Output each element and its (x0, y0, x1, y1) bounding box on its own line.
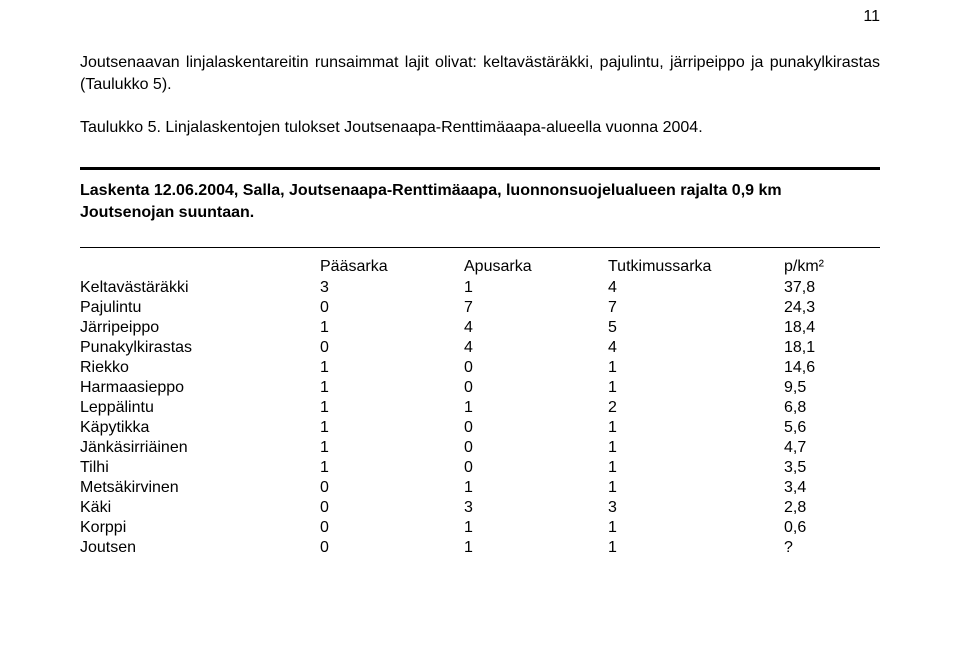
value-cell: 1 (464, 518, 608, 538)
table-header-row: Pääsarka Apusarka Tutkimussarka p/km² (80, 256, 880, 278)
value-cell: 1 (608, 378, 784, 398)
value-cell: 0 (320, 478, 464, 498)
value-cell: 4 (608, 278, 784, 298)
table-row: Järripeippo14518,4 (80, 318, 880, 338)
species-cell: Käpytikka (80, 418, 320, 438)
value-cell: 1 (464, 478, 608, 498)
species-cell: Leppälintu (80, 398, 320, 418)
table-row: Leppälintu1126,8 (80, 398, 880, 418)
value-cell: 7 (608, 298, 784, 318)
value-cell: 0 (320, 498, 464, 518)
value-cell: 0 (320, 518, 464, 538)
species-cell: Järripeippo (80, 318, 320, 338)
value-cell: 1 (464, 538, 608, 558)
table-row: Jänkäsirriäinen1014,7 (80, 438, 880, 458)
value-cell: 5,6 (784, 418, 880, 438)
species-cell: Jänkäsirriäinen (80, 438, 320, 458)
table-row: Metsäkirvinen0113,4 (80, 478, 880, 498)
value-cell: 1 (464, 398, 608, 418)
value-cell: 1 (608, 418, 784, 438)
value-cell: 4 (464, 338, 608, 358)
value-cell: 3 (608, 498, 784, 518)
value-cell: 0,6 (784, 518, 880, 538)
col-header-pkm2: p/km² (784, 256, 880, 278)
value-cell: 0 (464, 438, 608, 458)
value-cell: 1 (320, 438, 464, 458)
value-cell: 4 (464, 318, 608, 338)
table-row: Harmaasieppo1019,5 (80, 378, 880, 398)
species-cell: Harmaasieppo (80, 378, 320, 398)
species-cell: Käki (80, 498, 320, 518)
value-cell: 0 (464, 418, 608, 438)
table-row: Käpytikka1015,6 (80, 418, 880, 438)
value-cell: 14,6 (784, 358, 880, 378)
value-cell: 1 (608, 478, 784, 498)
table-row: Tilhi1013,5 (80, 458, 880, 478)
value-cell: 4 (608, 338, 784, 358)
value-cell: 1 (608, 518, 784, 538)
value-cell: 0 (464, 358, 608, 378)
species-cell: Punakylkirastas (80, 338, 320, 358)
value-cell: 1 (320, 458, 464, 478)
value-cell: 0 (464, 458, 608, 478)
value-cell: 0 (320, 538, 464, 558)
table-row: Keltavästäräkki31437,8 (80, 278, 880, 298)
table-row: Korppi0110,6 (80, 518, 880, 538)
table-caption: Taulukko 5. Linjalaskentojen tulokset Jo… (80, 119, 880, 137)
table-row: Punakylkirastas04418,1 (80, 338, 880, 358)
value-cell: 7 (464, 298, 608, 318)
value-cell: 1 (608, 438, 784, 458)
table-row: Joutsen011? (80, 538, 880, 558)
col-header-species (80, 256, 320, 278)
value-cell: 1 (320, 358, 464, 378)
divider-thin (80, 247, 880, 248)
value-cell: 18,1 (784, 338, 880, 358)
value-cell: 0 (320, 338, 464, 358)
table-body: Keltavästäräkki31437,8Pajulintu07724,3Jä… (80, 278, 880, 558)
value-cell: 3 (464, 498, 608, 518)
species-cell: Joutsen (80, 538, 320, 558)
species-cell: Metsäkirvinen (80, 478, 320, 498)
table-row: Pajulintu07724,3 (80, 298, 880, 318)
value-cell: 3,4 (784, 478, 880, 498)
value-cell: 0 (464, 378, 608, 398)
value-cell: ? (784, 538, 880, 558)
species-cell: Pajulintu (80, 298, 320, 318)
document-page: 11 Joutsenaavan linjalaskentareitin runs… (0, 0, 960, 670)
value-cell: 3,5 (784, 458, 880, 478)
col-header-apusarka: Apusarka (464, 256, 608, 278)
value-cell: 1 (320, 398, 464, 418)
value-cell: 1 (320, 318, 464, 338)
value-cell: 1 (608, 458, 784, 478)
value-cell: 1 (320, 418, 464, 438)
value-cell: 1 (608, 358, 784, 378)
value-cell: 6,8 (784, 398, 880, 418)
species-cell: Riekko (80, 358, 320, 378)
species-cell: Keltavästäräkki (80, 278, 320, 298)
page-number: 11 (863, 8, 880, 26)
value-cell: 1 (320, 378, 464, 398)
value-cell: 5 (608, 318, 784, 338)
value-cell: 4,7 (784, 438, 880, 458)
value-cell: 2,8 (784, 498, 880, 518)
value-cell: 37,8 (784, 278, 880, 298)
col-header-tutkimussarka: Tutkimussarka (608, 256, 784, 278)
value-cell: 2 (608, 398, 784, 418)
intro-paragraph: Joutsenaavan linjalaskentareitin runsaim… (80, 52, 880, 95)
col-header-paasarka: Pääsarka (320, 256, 464, 278)
value-cell: 1 (464, 278, 608, 298)
value-cell: 0 (320, 298, 464, 318)
species-cell: Korppi (80, 518, 320, 538)
value-cell: 18,4 (784, 318, 880, 338)
species-table: Pääsarka Apusarka Tutkimussarka p/km² Ke… (80, 256, 880, 558)
divider-thick (80, 167, 880, 170)
value-cell: 1 (608, 538, 784, 558)
table-row: Riekko10114,6 (80, 358, 880, 378)
table-row: Käki0332,8 (80, 498, 880, 518)
species-cell: Tilhi (80, 458, 320, 478)
section-title: Laskenta 12.06.2004, Salla, Joutsenaapa-… (80, 180, 880, 223)
value-cell: 3 (320, 278, 464, 298)
value-cell: 9,5 (784, 378, 880, 398)
value-cell: 24,3 (784, 298, 880, 318)
